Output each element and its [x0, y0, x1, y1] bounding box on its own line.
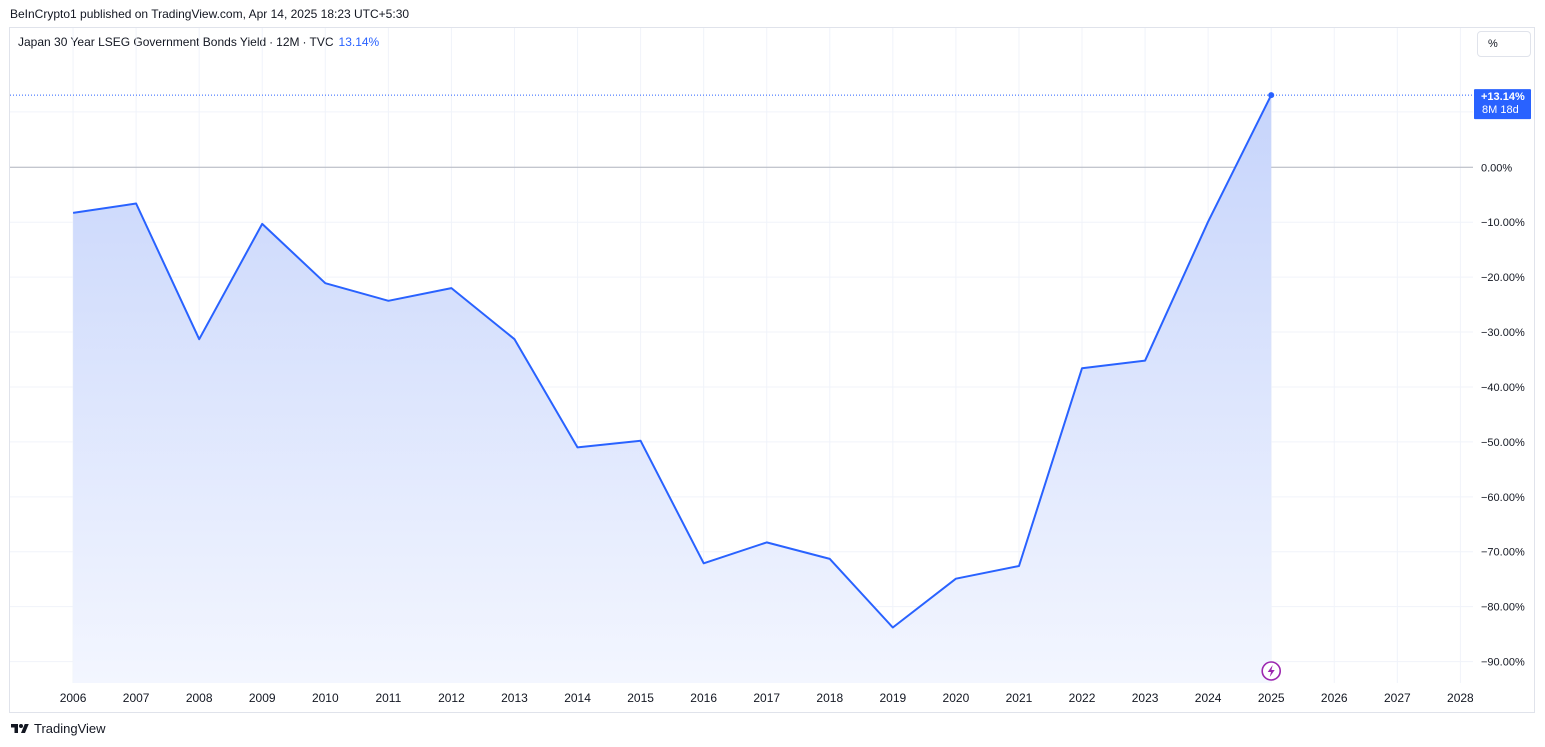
y-tick-label: −90.00%	[1481, 657, 1525, 669]
chart-legend[interactable]: Japan 30 Year LSEG Government Bonds Yiel…	[18, 35, 379, 49]
footer-brand[interactable]: TradingView	[10, 721, 106, 736]
x-tick-label: 2026	[1321, 691, 1348, 705]
y-tick-label: −20.00%	[1481, 272, 1525, 284]
x-tick-label: 2018	[816, 691, 843, 705]
chart-frame	[9, 27, 1535, 713]
y-tick-label: −60.00%	[1481, 492, 1525, 504]
series-line	[72, 94, 1273, 629]
x-tick-label: 2015	[627, 691, 654, 705]
footer-brand-label: TradingView	[34, 721, 106, 736]
lightning-icon[interactable]	[1261, 661, 1282, 681]
x-tick-label: 2010	[312, 691, 339, 705]
x-tick-label: 2023	[1132, 691, 1159, 705]
legend-separator: ·	[269, 35, 274, 49]
x-tick-label: 2012	[438, 691, 465, 705]
y-tick-label: −10.00%	[1481, 217, 1525, 229]
x-axis: 2006 2007 2008 2009 2010 2011 2012 2013 2014 2015…	[60, 691, 1474, 705]
y-tick-label: −30.00%	[1481, 327, 1525, 339]
legend-separator: ·	[302, 35, 307, 49]
x-tick-label: 2020	[943, 691, 970, 705]
x-tick-label: 2028	[1447, 691, 1474, 705]
x-tick-label: 2025	[1258, 691, 1285, 705]
x-tick-label: 2013	[501, 691, 528, 705]
y-axis: 0.00% −10.00% −20.00% −30.00% −40.00% −50.00%…	[1481, 162, 1525, 668]
x-tick-label: 2022	[1069, 691, 1096, 705]
y-tick-label: −80.00%	[1481, 602, 1525, 614]
x-tick-label: 2019	[879, 691, 906, 705]
x-tick-label: 2017	[753, 691, 780, 705]
y-tick-label: 0.00%	[1481, 162, 1512, 174]
y-tick-label: −40.00%	[1481, 382, 1525, 394]
x-tick-label: 2014	[564, 691, 591, 705]
publisher-line: BeInCrypto1 published on TradingView.com…	[10, 7, 410, 21]
x-tick-label: 2006	[60, 691, 87, 705]
series-points	[73, 95, 1272, 628]
y-tick-label: −70.00%	[1481, 547, 1525, 559]
x-tick-label: 2009	[249, 691, 276, 705]
x-tick-label: 2011	[375, 691, 401, 705]
tradingview-logo-icon	[11, 723, 29, 733]
price-badge-bg	[1474, 89, 1531, 120]
x-tick-label: 2027	[1384, 691, 1411, 705]
x-tick-label: 2007	[123, 691, 150, 705]
y-tick-label: −50.00%	[1481, 437, 1525, 449]
legend-last-value: 13.14%	[338, 35, 380, 49]
legend-interval: 12M	[276, 35, 300, 49]
x-tick-label: 2021	[1006, 691, 1033, 705]
price-badge-countdown: 8M 18d	[1482, 104, 1519, 116]
x-tick-label: 2016	[690, 691, 717, 705]
x-tick-label: 2024	[1195, 691, 1222, 705]
percent-scale-button[interactable]: %	[1477, 31, 1531, 57]
area-fill	[73, 95, 1272, 684]
legend-title: Japan 30 Year LSEG Government Bonds Yiel…	[18, 35, 267, 49]
price-badge-value: +13.14%	[1481, 91, 1525, 103]
x-tick-label: 2008	[186, 691, 213, 705]
price-badge: +13.14% 8M 18d	[1474, 89, 1531, 120]
legend-source: TVC	[309, 35, 334, 49]
